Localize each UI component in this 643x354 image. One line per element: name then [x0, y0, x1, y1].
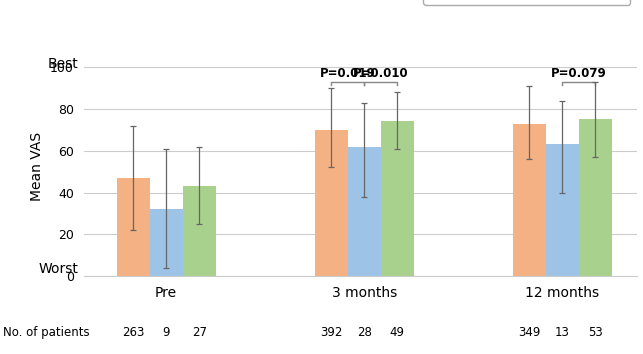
- Bar: [348, 147, 381, 276]
- Bar: [512, 124, 546, 276]
- Text: No. of patients: No. of patients: [3, 326, 90, 339]
- Text: 13: 13: [555, 326, 570, 339]
- Text: 28: 28: [357, 326, 372, 339]
- Text: 9: 9: [163, 326, 170, 339]
- Text: P=0.019: P=0.019: [320, 67, 376, 80]
- Y-axis label: Mean VAS: Mean VAS: [30, 132, 44, 201]
- Text: 349: 349: [518, 326, 541, 339]
- Bar: [546, 144, 579, 276]
- Text: Best: Best: [48, 57, 78, 71]
- Text: 263: 263: [122, 326, 144, 339]
- Text: P=0.079: P=0.079: [551, 67, 607, 80]
- Bar: [381, 121, 413, 276]
- Text: 49: 49: [390, 326, 404, 339]
- Legend: iLVAD, pLVAD, BTB: iLVAD, pLVAD, BTB: [424, 0, 630, 5]
- Bar: [579, 119, 611, 276]
- Bar: [183, 186, 215, 276]
- Text: P=0.010: P=0.010: [353, 67, 408, 80]
- Bar: [314, 130, 348, 276]
- Bar: [116, 178, 150, 276]
- Text: Worst: Worst: [38, 262, 78, 276]
- Bar: [150, 209, 183, 276]
- Text: 53: 53: [588, 326, 602, 339]
- Text: 392: 392: [320, 326, 342, 339]
- Text: 27: 27: [192, 326, 206, 339]
